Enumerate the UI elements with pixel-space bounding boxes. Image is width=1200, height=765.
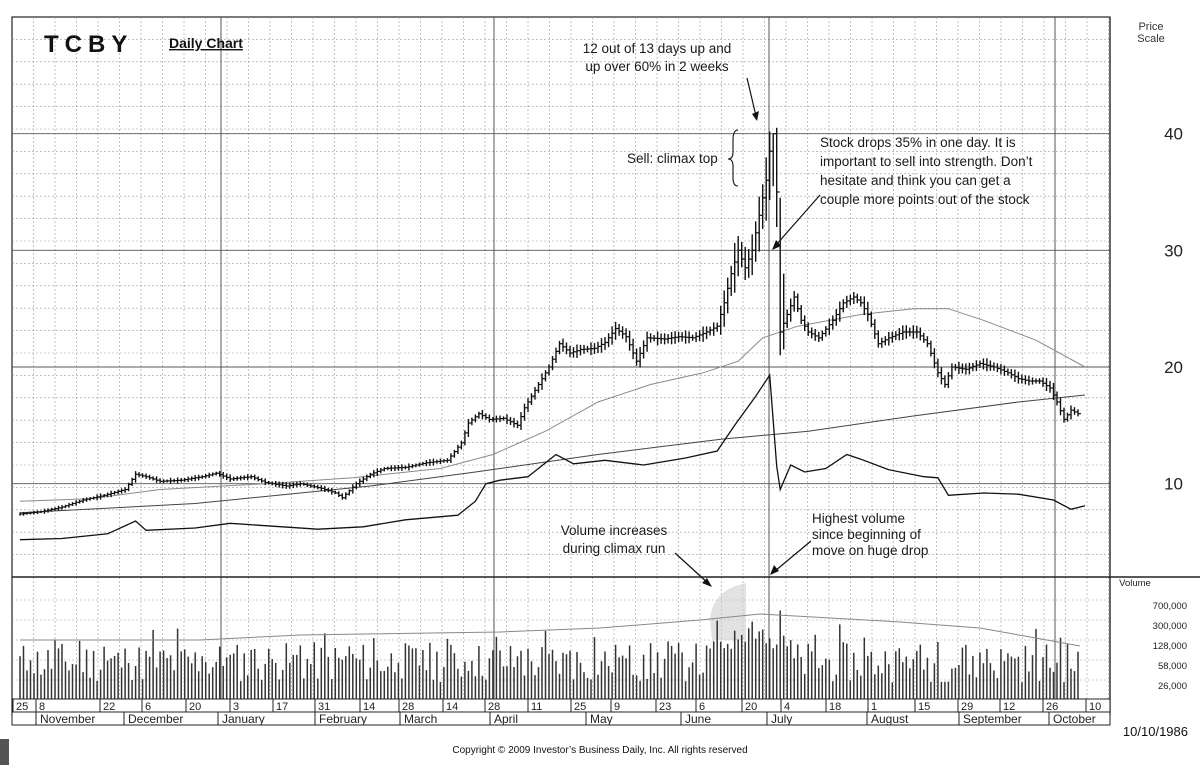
date-tick-label: 28 [402, 701, 414, 713]
date-tick-label: 4 [784, 701, 790, 713]
date-tick-label: 25 [574, 701, 586, 713]
month-label: April [494, 712, 518, 726]
ma-long-line [19, 394, 1086, 514]
price-scale-label-text: Price Scale [1137, 21, 1165, 45]
date-tick-label: 15 [918, 701, 930, 713]
chart-annotations: 12 out of 13 days up and up over 60% in 2… [561, 41, 1033, 587]
date-tick-label: 29 [961, 701, 973, 713]
month-label: December [128, 712, 183, 726]
stock-drop-note: Stock drops 35% in one day. It is importa… [820, 135, 1033, 207]
volume-average-line [20, 613, 1081, 647]
highest-volume-arrow [774, 540, 812, 572]
volume-increase-note: Volume increases during climax run [561, 523, 668, 556]
month-label: November [40, 712, 95, 726]
volume-axis: 700,000 300,000 128,000 58,000 26,000 [1153, 601, 1187, 692]
date-tick-label: 31 [318, 701, 330, 713]
climax-run-arrow-head [752, 111, 759, 121]
stock-drop-arrow-head [772, 240, 781, 250]
date-tick-label: 8 [39, 701, 45, 713]
date-tick-label: 25 [16, 701, 28, 713]
month-label: May [590, 712, 613, 726]
corner-mark [0, 739, 9, 765]
date-tick-label: 20 [745, 701, 757, 713]
volume-bars [19, 583, 1081, 705]
date-tick-label: 1 [871, 701, 877, 713]
sell-climax-top-note: Sell: climax top [627, 151, 718, 166]
sell-bracket [727, 129, 739, 187]
price-axis: 10 20 30 40 [1164, 125, 1183, 494]
highest-volume-arrow-head [770, 565, 779, 575]
price-tick-label: 10 [1164, 475, 1183, 494]
climax-run-arrow [746, 77, 757, 117]
stock-drop-arrow [775, 194, 821, 246]
date-tick-label: 23 [659, 701, 671, 713]
chart-name: Daily Chart [169, 35, 243, 51]
chart-grid [12, 17, 1110, 715]
volume-tick-label: 300,000 [1153, 621, 1187, 632]
date-tick-label: 14 [363, 701, 375, 713]
month-label: March [404, 712, 437, 726]
date-tick-label: 14 [446, 701, 458, 713]
month-label: July [771, 712, 792, 726]
price-tick-label: 40 [1164, 125, 1183, 144]
price-tick-label: 20 [1164, 358, 1183, 377]
volume-tick-label: 700,000 [1153, 601, 1187, 612]
volume-climax-shading [710, 583, 746, 640]
date-tick-label: 10 [1089, 701, 1101, 713]
rs-line-path [19, 373, 1086, 541]
date-tick-label: 3 [233, 701, 239, 713]
date-tick-label: 6 [699, 701, 705, 713]
date-tick-label: 18 [829, 701, 841, 713]
date-tick-label: 20 [189, 701, 201, 713]
copyright-notice: Copyright © 2009 Investor’s Business Dai… [452, 745, 748, 756]
month-label: August [871, 712, 909, 726]
volume-tick-label: 58,000 [1158, 661, 1187, 672]
price-tick-label: 30 [1164, 241, 1183, 260]
volume-increase-arrow-head [702, 578, 712, 587]
month-label: June [685, 712, 711, 726]
volume-tick-label: 26,000 [1158, 681, 1187, 692]
date-tick-label: 9 [614, 701, 620, 713]
highest-volume-note: Highest volume since beginning of move on … [812, 511, 928, 558]
date-axis: 25 8 22 6 20 3 17 31 14 28 14 28 11 25 9 23 6 20 4 18 1 15 29 1… [11, 698, 1111, 726]
month-label: October [1053, 712, 1096, 726]
month-label: September [963, 712, 1022, 726]
volume-increase-arrow [674, 552, 710, 585]
climax-run-note: 12 out of 13 days up and up over 60% in 2… [583, 41, 732, 74]
month-label: January [222, 712, 265, 726]
month-label: February [319, 712, 367, 726]
date-tick-label: 17 [276, 701, 288, 713]
volume-label: Volume [1119, 578, 1151, 589]
date-stamp: 10/10/1986 [1122, 724, 1188, 739]
relative-strength-line [19, 373, 1086, 541]
date-tick-label: 28 [488, 701, 500, 713]
date-tick-label: 12 [1003, 701, 1015, 713]
chart-frame [11, 16, 1111, 716]
volume-tick-label: 128,000 [1153, 641, 1187, 652]
price-bars [19, 127, 1081, 516]
date-tick-label: 22 [103, 701, 115, 713]
date-tick-label: 26 [1046, 701, 1058, 713]
date-tick-label: 6 [145, 701, 151, 713]
ticker-symbol: TCBY [44, 31, 133, 58]
date-tick-label: 11 [531, 701, 542, 713]
